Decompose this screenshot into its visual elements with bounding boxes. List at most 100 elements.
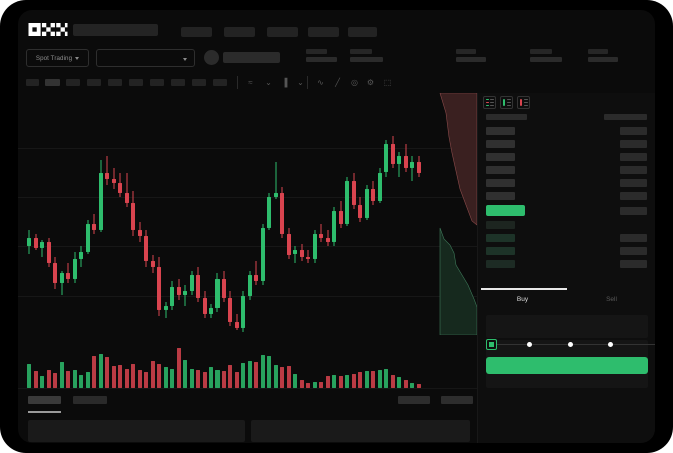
orderbook-bid-row-1[interactable] xyxy=(486,221,515,229)
candlestick-chart[interactable] xyxy=(18,93,477,388)
volume-bar xyxy=(241,363,246,388)
volume-bar xyxy=(260,354,265,388)
volume-bar xyxy=(105,357,110,388)
candle-body xyxy=(98,172,103,230)
pair-selector[interactable] xyxy=(96,49,195,67)
amount-percent-slider[interactable] xyxy=(486,339,655,350)
timeframe-more[interactable] xyxy=(213,79,227,86)
orderbook-ask-row-6[interactable] xyxy=(486,192,515,200)
nav-item-6[interactable] xyxy=(348,27,377,37)
candle xyxy=(111,93,116,388)
timeframe-1w[interactable] xyxy=(171,79,185,86)
timeframe-5m[interactable] xyxy=(45,79,60,86)
candle-type-icon[interactable]: ▐ xyxy=(281,78,288,87)
price-field[interactable] xyxy=(486,315,648,338)
volume-bar xyxy=(137,369,142,388)
orderbook-best-price[interactable] xyxy=(486,205,525,216)
candle-body xyxy=(241,295,246,329)
nav-item-4[interactable] xyxy=(267,27,298,37)
camera-icon[interactable]: ◎ xyxy=(351,78,358,87)
candle xyxy=(351,93,356,388)
nav-item-5[interactable] xyxy=(308,27,339,37)
volume-bar xyxy=(364,371,369,388)
tab-sell[interactable]: Sell xyxy=(606,296,617,303)
candle-body xyxy=(299,250,304,257)
candle-body xyxy=(390,143,395,165)
slider-stop-50[interactable] xyxy=(568,342,573,347)
slider-stop-75[interactable] xyxy=(608,342,613,347)
timeframe-30m[interactable] xyxy=(87,79,101,86)
candle xyxy=(137,93,142,388)
candle-body xyxy=(27,238,32,247)
candle-wick xyxy=(320,223,322,243)
orderbook-ask-row-4[interactable] xyxy=(486,166,515,174)
drawing-tool-icon[interactable]: ╱ xyxy=(335,78,340,87)
orderbook-ask-row-4-amount xyxy=(620,166,647,174)
slider-handle[interactable] xyxy=(486,339,497,350)
tab-order-history[interactable] xyxy=(73,396,107,404)
indicator-icon[interactable]: ≈ xyxy=(248,78,253,87)
trading-mode-button[interactable]: Spot Trading xyxy=(26,49,89,67)
nav-item-1[interactable] xyxy=(73,24,158,36)
timeframe-1mo[interactable] xyxy=(192,79,206,86)
candle-body xyxy=(332,211,337,243)
candle xyxy=(325,93,330,388)
candle-body xyxy=(59,272,64,284)
volume-bar xyxy=(163,366,168,388)
volume-bar xyxy=(345,375,350,388)
orderbook-ask-row-5[interactable] xyxy=(486,179,515,187)
candle-body xyxy=(384,143,389,173)
orderbook-view-both[interactable] xyxy=(483,96,496,109)
depth-chart-svg xyxy=(439,93,477,335)
volume-bar xyxy=(403,380,408,388)
chevron-down-icon-2[interactable]: ⌄ xyxy=(297,78,304,87)
candle xyxy=(403,93,408,388)
settings-icon[interactable]: ⚙ xyxy=(366,78,375,87)
timeframe-15m[interactable] xyxy=(66,79,80,86)
chevron-down-icon[interactable]: ⌄ xyxy=(265,78,272,87)
tab-open-orders[interactable] xyxy=(28,396,61,404)
candle-wick xyxy=(61,270,63,296)
nav-item-2[interactable] xyxy=(181,27,212,37)
volume-bar xyxy=(358,372,363,388)
candle xyxy=(267,93,272,388)
coin-avatar xyxy=(204,50,219,65)
timeframe-1m[interactable] xyxy=(26,79,39,86)
orderbook-bid-row-2[interactable] xyxy=(486,234,515,242)
orderbook-view-bids[interactable] xyxy=(500,96,513,109)
orderbook-ask-row-3[interactable] xyxy=(486,153,515,161)
timeframe-1h[interactable] xyxy=(108,79,122,86)
slider-stop-25[interactable] xyxy=(527,342,532,347)
candle-body xyxy=(85,223,90,253)
action-hide-other-pairs[interactable] xyxy=(398,396,430,404)
orderbook-ask-row-2[interactable] xyxy=(486,140,515,148)
orderbook-ask-row-1[interactable] xyxy=(486,127,515,135)
volume-bar xyxy=(416,384,421,388)
nav-item-3[interactable] xyxy=(224,27,255,37)
okx-logo[interactable] xyxy=(28,23,68,36)
submit-order-button[interactable] xyxy=(486,357,648,374)
volume-bar xyxy=(27,363,32,388)
orderbook-bid-row-3[interactable] xyxy=(486,247,515,255)
tab-buy[interactable]: Buy xyxy=(516,296,529,303)
timeframe-4h[interactable] xyxy=(129,79,143,86)
volume-bar xyxy=(299,379,304,388)
chevron-down-icon xyxy=(183,57,187,61)
stat-24h-volume xyxy=(530,49,562,62)
orderbook-bid-row-4[interactable] xyxy=(486,260,515,268)
candle-body xyxy=(338,211,343,224)
line-chart-icon[interactable]: ∿ xyxy=(317,78,324,87)
volume-bar xyxy=(247,360,252,388)
orderbook-header-price xyxy=(486,114,527,120)
candle-body xyxy=(234,322,239,329)
volume-bar xyxy=(325,375,330,388)
fullscreen-icon[interactable]: ⬚ xyxy=(383,78,392,87)
candle xyxy=(286,93,291,388)
volume-bar xyxy=(267,356,272,388)
action-cancel-all[interactable] xyxy=(441,396,473,404)
timeframe-1d[interactable] xyxy=(150,79,164,86)
candle-wick xyxy=(398,152,400,177)
candle xyxy=(312,93,317,388)
orderbook-view-asks[interactable] xyxy=(517,96,530,109)
candle xyxy=(416,93,421,388)
